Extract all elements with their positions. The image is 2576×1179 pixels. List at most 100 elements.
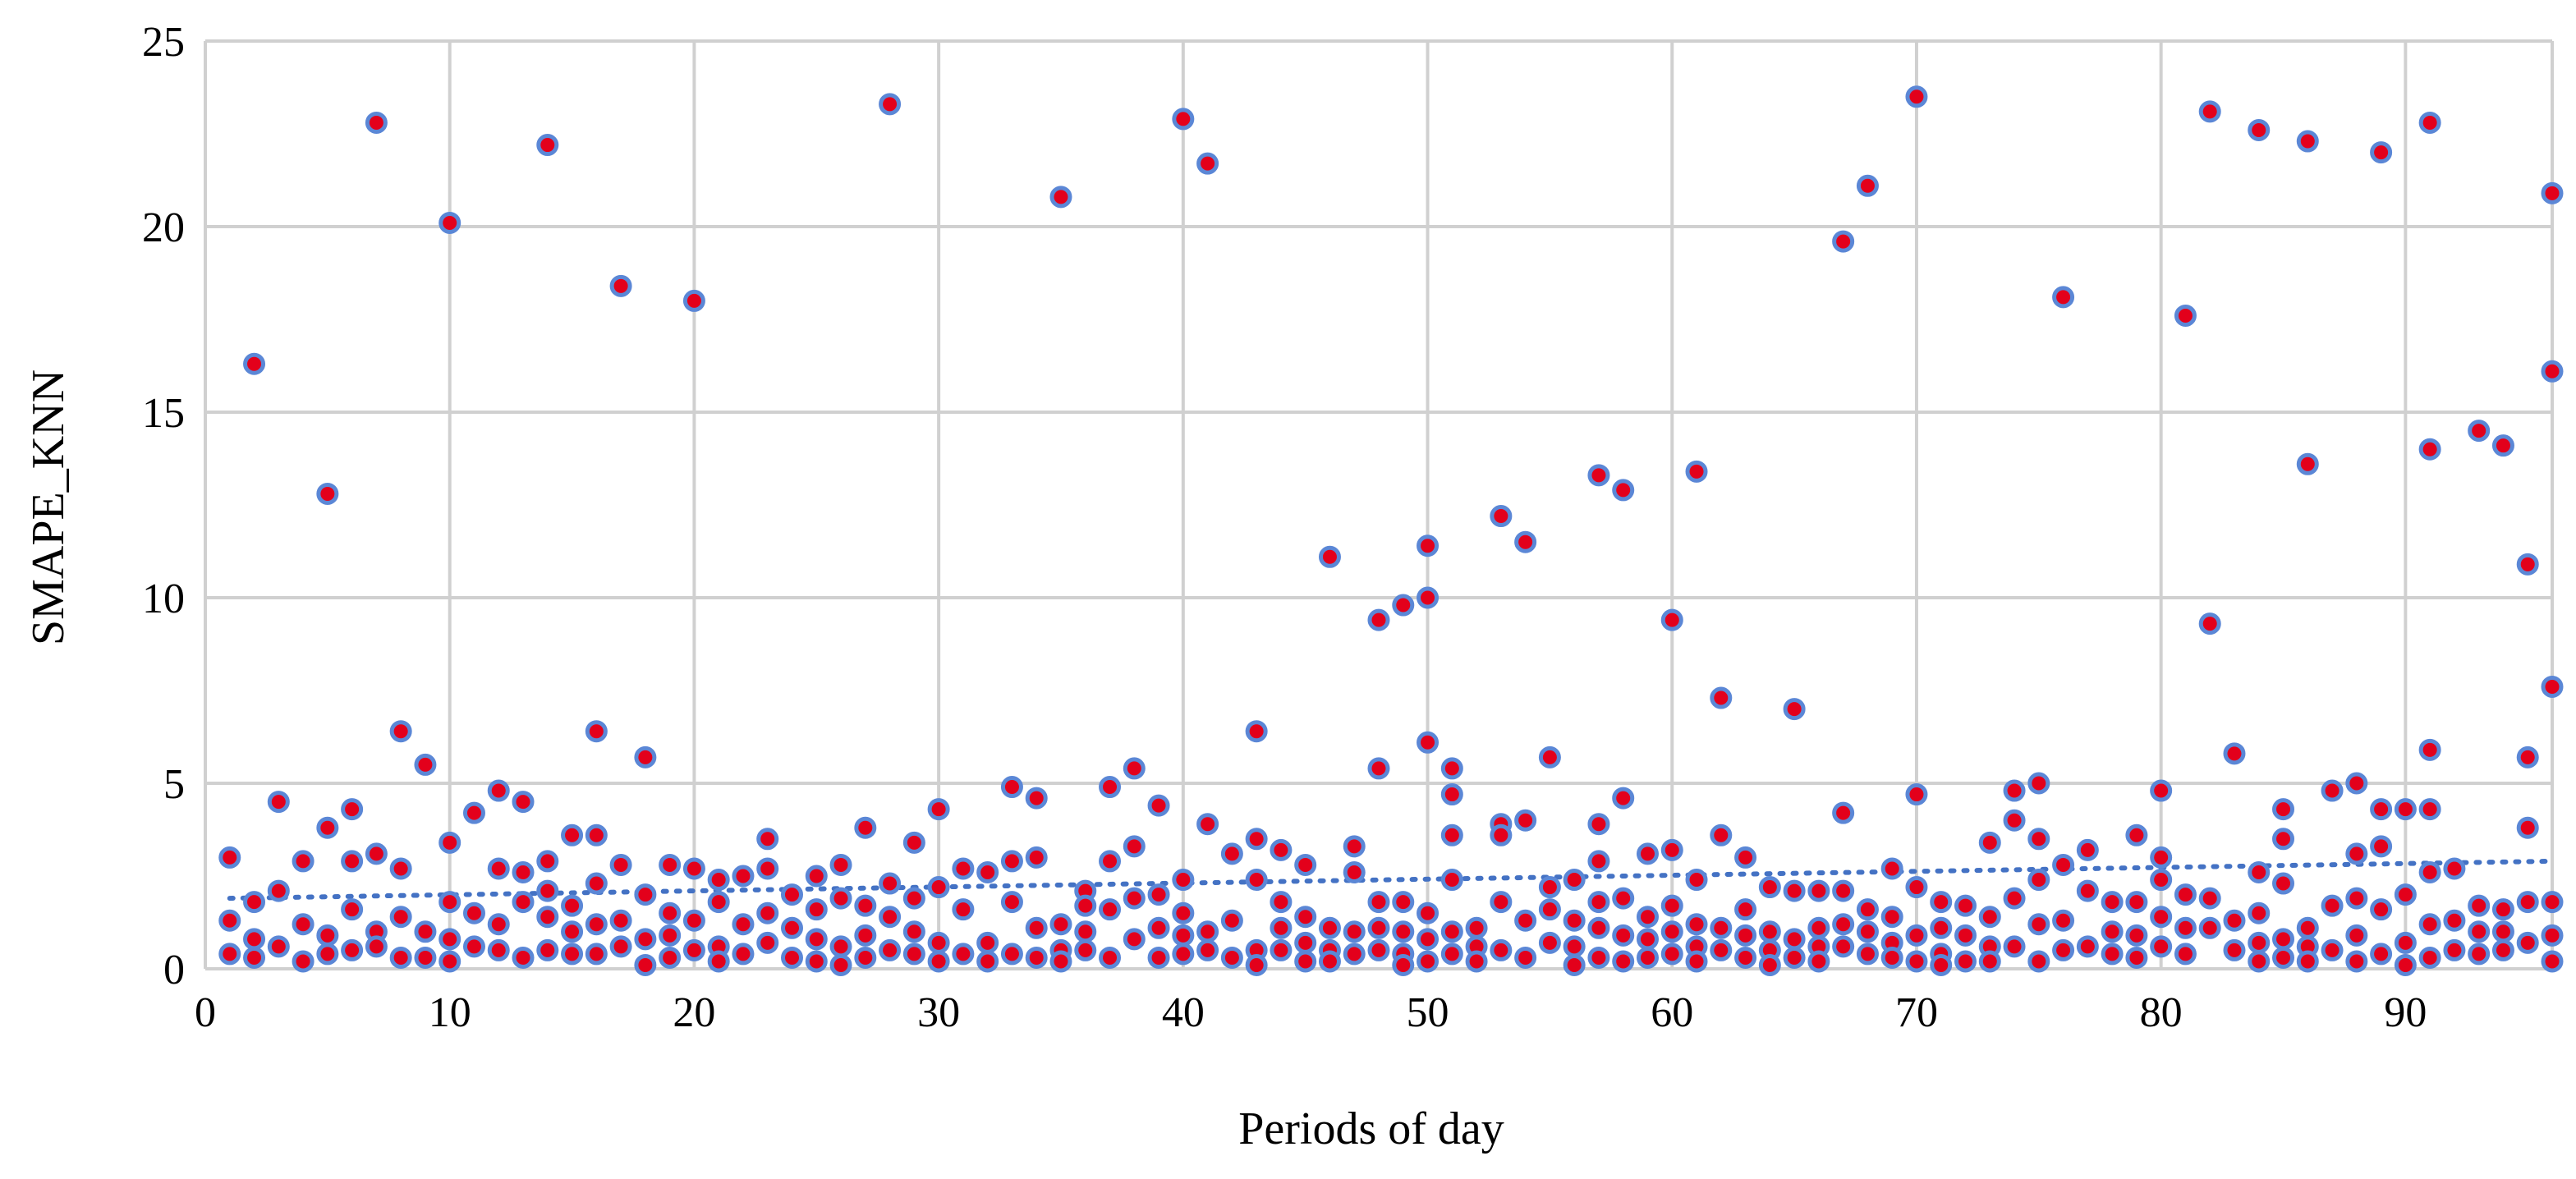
data-point <box>2125 946 2148 969</box>
data-point <box>1196 813 1219 836</box>
data-point <box>1660 608 1683 631</box>
data-point <box>2370 141 2393 164</box>
data-point <box>2125 891 2148 914</box>
data-point <box>1074 894 1097 917</box>
data-point <box>1832 913 1855 936</box>
data-point <box>2248 118 2271 141</box>
data-point <box>243 352 266 375</box>
y-tick-label: 20 <box>142 204 185 251</box>
data-point <box>487 857 510 880</box>
data-point <box>1685 950 1708 973</box>
data-point <box>585 872 608 895</box>
data-point <box>902 831 925 854</box>
data-point <box>1758 876 1781 899</box>
data-point <box>976 860 999 883</box>
y-tick-label: 5 <box>163 761 185 808</box>
data-point <box>1710 938 1733 961</box>
data-point <box>2027 950 2050 973</box>
data-point <box>2370 898 2393 921</box>
data-point <box>1099 850 1122 873</box>
data-point <box>439 928 461 951</box>
data-point <box>976 931 999 954</box>
data-point <box>2027 828 2050 851</box>
data-point <box>2125 823 2148 846</box>
data-point <box>2150 935 2173 958</box>
data-point <box>2491 434 2514 457</box>
data-point <box>1587 891 1610 914</box>
data-point <box>1172 924 1195 947</box>
data-point <box>659 901 682 924</box>
x-tick-label: 90 <box>2384 989 2427 1036</box>
data-point <box>1660 943 1683 966</box>
data-point <box>2418 111 2441 134</box>
data-point <box>536 938 559 961</box>
data-point <box>1245 869 1268 892</box>
data-point <box>1905 85 1928 108</box>
data-point <box>561 823 584 846</box>
data-point <box>2418 738 2441 761</box>
data-point <box>1880 946 1903 969</box>
data-point <box>2027 869 2050 892</box>
data-point <box>1440 869 1463 892</box>
data-point <box>1930 916 1953 939</box>
data-point <box>707 950 730 973</box>
data-point <box>1000 776 1023 799</box>
data-point <box>1000 850 1023 873</box>
data-point <box>1538 931 1561 954</box>
data-point <box>2541 891 2564 914</box>
data-point <box>1440 823 1463 846</box>
data-point <box>2296 916 2319 939</box>
data-point <box>1417 928 1440 951</box>
data-point <box>2516 816 2539 839</box>
data-point <box>1660 894 1683 917</box>
data-point <box>732 943 755 966</box>
data-point <box>952 898 975 921</box>
x-tick-label: 70 <box>1895 989 1938 1036</box>
data-point <box>1587 916 1610 939</box>
data-point <box>1049 913 1072 936</box>
data-point <box>1147 794 1170 817</box>
data-point <box>2394 953 2417 976</box>
data-point <box>2101 920 2124 943</box>
data-point <box>805 928 828 951</box>
data-point <box>659 946 682 969</box>
data-point <box>927 876 950 899</box>
data-point <box>1710 823 1733 846</box>
data-point <box>1294 950 1317 973</box>
data-point <box>1000 891 1023 914</box>
data-point <box>1636 928 1659 951</box>
data-point <box>1710 916 1733 939</box>
data-point <box>1367 757 1390 780</box>
data-point <box>1563 869 1586 892</box>
data-point <box>1905 924 1928 947</box>
data-point <box>2174 916 2197 939</box>
data-point <box>512 891 535 914</box>
data-point <box>1856 898 1879 921</box>
data-point <box>1758 920 1781 943</box>
data-point <box>1905 783 1928 806</box>
y-tick-label: 0 <box>163 947 185 993</box>
x-tick-label: 60 <box>1651 989 1693 1036</box>
data-point <box>2541 360 2564 383</box>
data-point <box>2272 946 2295 969</box>
data-point <box>1270 916 1293 939</box>
data-point <box>1514 530 1537 553</box>
data-point <box>2076 879 2099 902</box>
data-point <box>756 931 779 954</box>
data-point <box>243 891 266 914</box>
data-point <box>2198 916 2221 939</box>
data-point <box>414 920 437 943</box>
data-point <box>414 753 437 776</box>
data-point <box>2296 130 2319 153</box>
data-point <box>1587 946 1610 969</box>
x-axis-title: Periods of day <box>1238 1103 1504 1154</box>
data-point <box>2516 931 2539 954</box>
data-point <box>2321 894 2344 917</box>
data-point <box>1490 891 1513 914</box>
data-point <box>1294 853 1317 876</box>
data-point <box>2125 924 2148 947</box>
data-point <box>1685 869 1708 892</box>
data-point <box>536 134 559 157</box>
data-point <box>1245 953 1268 976</box>
